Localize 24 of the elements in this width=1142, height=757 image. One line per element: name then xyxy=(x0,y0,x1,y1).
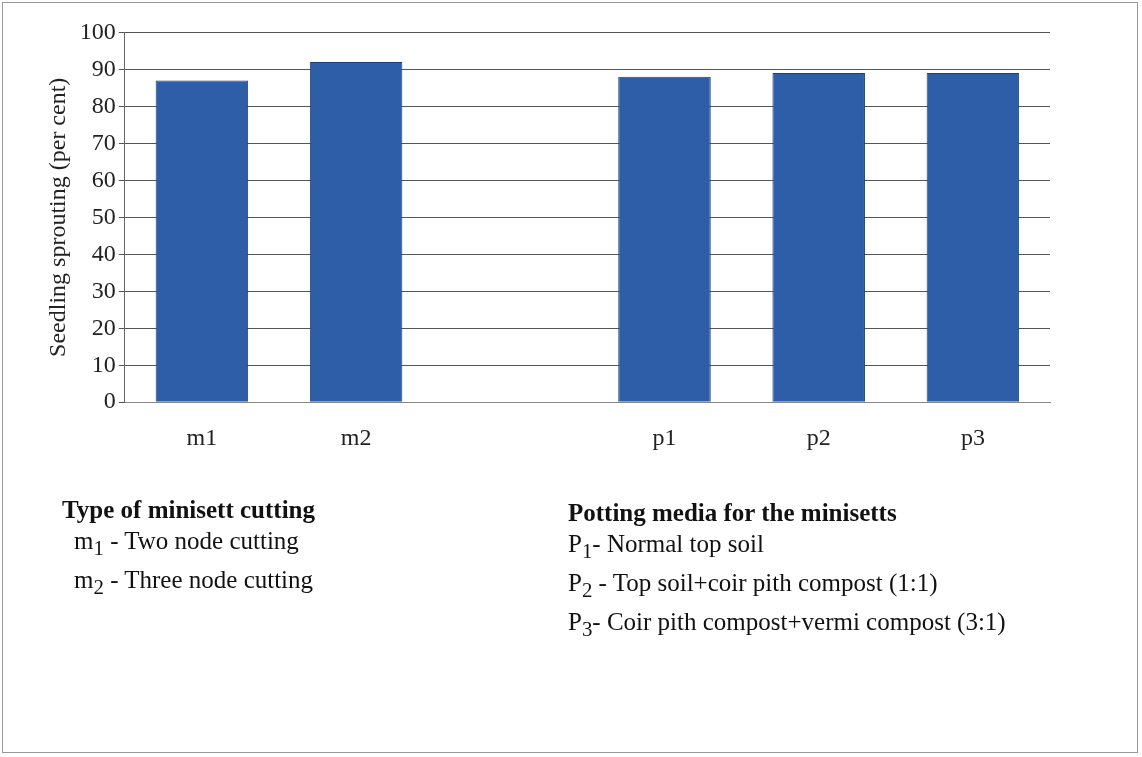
y-tick-label: 100 xyxy=(79,17,116,44)
y-tick-label: 40 xyxy=(91,239,116,266)
text: Type of minisett cutting xyxy=(62,495,315,525)
text: m$_{1}$ - Two node cutting xyxy=(73,526,300,562)
x-tick-label: p2 xyxy=(806,423,831,450)
text: P$_{1}$- Normal top soil xyxy=(568,529,765,565)
y-tick-label: 90 xyxy=(91,54,116,81)
x-tick-label: m1 xyxy=(186,423,218,450)
text: P$_{2}$ - Top soil+coir pith compost (1:1) xyxy=(568,568,939,604)
y-tick-label: 60 xyxy=(91,165,116,192)
y-tick-label: 30 xyxy=(91,276,116,303)
y-tick-label: 80 xyxy=(91,91,116,118)
y-axis-title: Seedling sprouting (per cent) xyxy=(43,77,70,357)
x-tick-label: p1 xyxy=(652,423,677,450)
x-tick-label: m2 xyxy=(340,423,372,450)
x-tick-label: p3 xyxy=(960,423,985,450)
y-tick-label: 10 xyxy=(91,350,116,377)
y-tick-label: 50 xyxy=(91,202,116,229)
y-tick-label: 70 xyxy=(91,128,116,155)
y-tick-label: 0 xyxy=(103,387,116,414)
text: P$_{3}$- Coir pith compost+vermi compost (3:1) xyxy=(568,607,1006,643)
text: Potting media for the minisetts xyxy=(568,498,898,528)
text: m$_{2}$ - Three node cutting xyxy=(73,565,315,601)
y-tick-label: 20 xyxy=(91,313,116,340)
